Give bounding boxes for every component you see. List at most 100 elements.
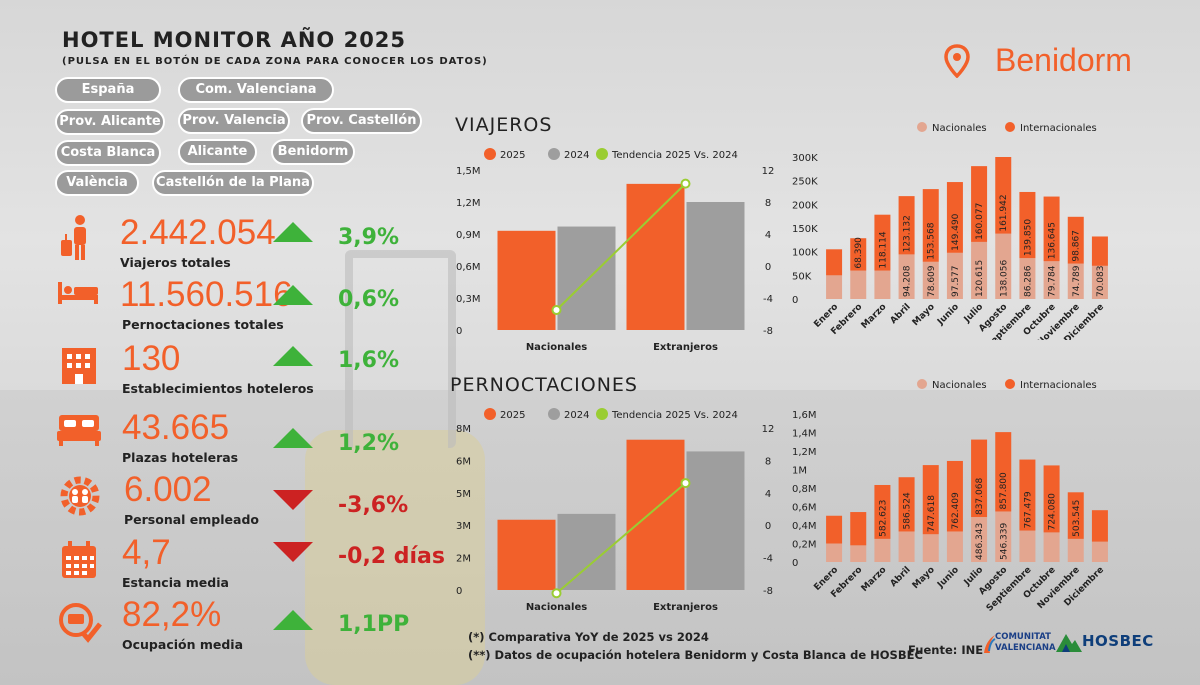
bar-nacionales-agosto [995, 233, 1012, 299]
y-tick-label: 50K [792, 271, 812, 282]
legend-label-2025: 2025 [500, 410, 525, 421]
kpi-change-viajeros: 3,9% [338, 225, 400, 250]
kpi-label-viajeros: Viajeros totales [120, 255, 231, 270]
x-tick-label: Marzo [860, 302, 889, 331]
bar-nacionales-febrero [850, 270, 867, 299]
legend-label-internacionales: Internacionales [1020, 380, 1097, 391]
data-label-internacionales: 747.618 [927, 495, 937, 532]
bar-nacionales-diciembre [1091, 541, 1108, 562]
x-tick-label: Junio [935, 565, 961, 591]
kpi-change-ocupacion: 1,1PP [338, 612, 410, 637]
legend-label-nacionales: Nacionales [932, 123, 987, 134]
y-tick-label: 0,8M [792, 484, 817, 495]
zone-button-castellon-plana[interactable]: Castellón de la Plana [152, 170, 314, 196]
bar-internacionales-mayo [922, 189, 939, 262]
trend-point-extranjeros [680, 178, 691, 189]
y-tick-label: 6M [456, 456, 471, 467]
y-tick-label: 5M [456, 489, 471, 500]
y-tick-label: 250K [792, 177, 818, 188]
logo-comunitat-valenciana: COMUNITAT VALENCIANA [982, 631, 1056, 657]
y2-tick-label: 4 [765, 489, 771, 500]
zone-button-prov-valencia[interactable]: Prov. Valencia [178, 108, 290, 134]
legend-label-trend: Tendencia 2025 Vs. 2024 [611, 410, 738, 421]
staff-gear-icon [60, 476, 100, 516]
bar-nacionales-mayo [922, 261, 939, 299]
bar-2024-extranjeros [686, 451, 745, 590]
bar-nacionales-junio [946, 252, 963, 299]
bar-nacionales-diciembre [1091, 265, 1108, 299]
data-label-internacionales: 582.623 [878, 500, 888, 537]
legend-dot-nacionales [917, 122, 927, 132]
bar-nacionales-julio [971, 517, 988, 562]
y-tick-label: 0,2M [792, 540, 817, 551]
legend-dot-trend [596, 148, 608, 160]
data-label-internacionales: 857.800 [999, 472, 1009, 509]
data-label-internacionales: 68.390 [854, 237, 864, 269]
bar-2025-extranjeros [626, 183, 685, 330]
x-tick-label: Nacionales [526, 602, 587, 613]
comunitat-valenciana-swirl-icon [984, 635, 996, 653]
logo-hosbec: HOSBEC [1056, 630, 1153, 658]
data-label-nacionales: 546.339 [999, 523, 1009, 560]
bar-internacionales-junio [946, 460, 963, 532]
y-tick-label: 0 [456, 326, 462, 337]
legend-label-2024: 2024 [564, 150, 589, 161]
x-tick-label: Abril [889, 302, 913, 326]
kpi-change-establecimientos: 1,6% [338, 348, 400, 373]
trend-up-icon [273, 222, 313, 242]
bar-nacionales-agosto [995, 511, 1012, 562]
y2-tick-label: 8 [765, 198, 771, 209]
legend-label-nacionales: Nacionales [932, 380, 987, 391]
bar-internacionales-septiembre [1019, 459, 1036, 531]
legend-dot-2025 [484, 408, 496, 420]
kpi-value-pernoctaciones: 11.560.516 [120, 275, 293, 314]
zone-button-benidorm[interactable]: Benidorm [271, 139, 355, 165]
bar-nacionales-septiembre [1019, 530, 1036, 562]
trend-point-extranjeros [680, 478, 691, 489]
legend-dot-2025 [484, 148, 496, 160]
y2-tick-label: 4 [765, 230, 771, 241]
y-tick-label: 1,5M [456, 166, 481, 177]
y2-tick-label: 0 [765, 262, 771, 273]
y-tick-label: 1M [792, 466, 807, 477]
kpi-label-estancia: Estancia media [122, 575, 229, 590]
zone-button-costa-blanca[interactable]: Costa Blanca [55, 140, 161, 166]
calendar-icon [62, 541, 96, 578]
bar-internacionales-septiembre [1019, 191, 1036, 259]
data-label-internacionales: 503.545 [1072, 500, 1082, 537]
chart-viajeros-monthly: Nacionales Internacionales 0 50K 100K 150K 200… [792, 122, 1108, 340]
kpi-label-establecimientos: Establecimientos hoteleros [122, 381, 314, 396]
bar-internacionales-agosto [995, 432, 1012, 512]
legend-dot-internacionales [1005, 122, 1015, 132]
x-tick-label: Extranjeros [653, 602, 718, 613]
zone-button-alicante[interactable]: Alicante [178, 139, 257, 165]
y-tick-label: 0 [456, 586, 462, 597]
bar-internacionales-noviembre [1067, 492, 1084, 539]
trend-up-icon [273, 610, 313, 630]
trend-up-icon [273, 346, 313, 366]
bed-icon [58, 282, 98, 304]
bar-internacionales-marzo [874, 484, 891, 539]
y2-tick-label: 12 [762, 166, 775, 177]
legend-dot-nacionales [917, 379, 927, 389]
legend-dot-internacionales [1005, 379, 1015, 389]
x-tick-label: Mayo [911, 302, 937, 328]
y2-tick-label: 12 [762, 424, 775, 435]
zone-button-prov-castellon[interactable]: Prov. Castellón [301, 108, 422, 134]
bar-nacionales-abril [898, 531, 915, 562]
trend-up-icon [273, 285, 313, 305]
page-title: HOTEL MONITOR AÑO 2025 [62, 28, 407, 52]
data-label-nacionales: 78.609 [927, 265, 937, 297]
zone-button-espana[interactable]: España [55, 77, 161, 103]
zone-button-prov-alicante[interactable]: Prov. Alicante [55, 109, 165, 135]
data-label-internacionales: 123.132 [903, 215, 913, 252]
bar-nacionales-febrero [850, 545, 867, 562]
bar-internacionales-marzo [874, 214, 891, 271]
y-tick-label: 0,6M [792, 503, 817, 514]
bar-2024-extranjeros [686, 202, 745, 330]
zone-button-com-valenciana[interactable]: Com. Valenciana [178, 77, 334, 103]
bar-nacionales-abril [898, 254, 915, 299]
data-label-nacionales: 486.343 [975, 523, 985, 560]
double-bed-icon [57, 415, 101, 446]
zone-button-valencia[interactable]: València [55, 170, 139, 196]
